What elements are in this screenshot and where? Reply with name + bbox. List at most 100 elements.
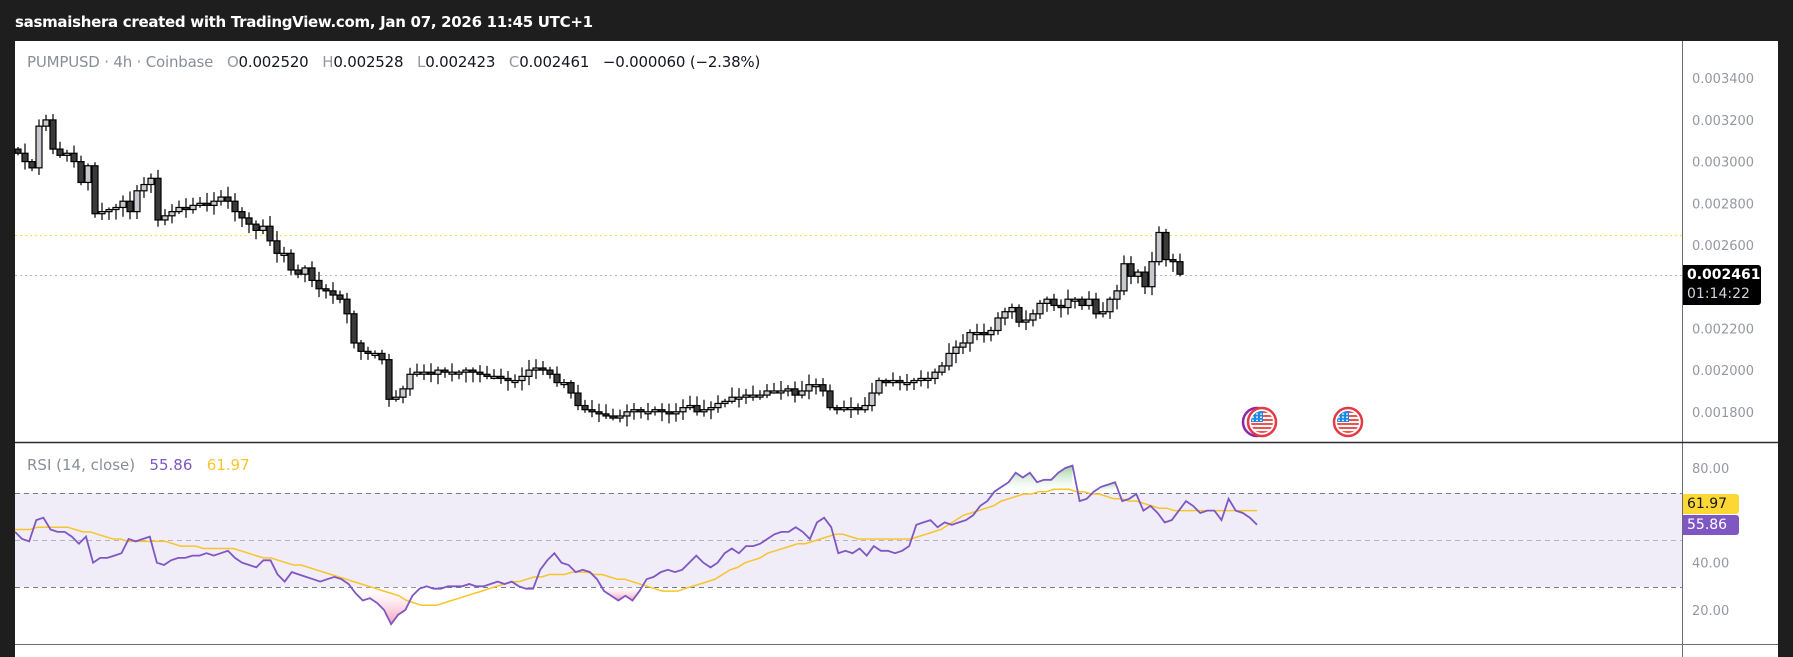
rsi-axis-label: 20.00 [1692, 604, 1729, 619]
change-value: −0.000060 (−2.38%) [602, 53, 761, 71]
rsi-ma-value: 61.97 [206, 456, 250, 474]
price-axis-label: 0.002800 [1692, 197, 1754, 212]
candle [1169, 258, 1177, 263]
candle [847, 407, 855, 411]
price-axis-label: 0.003400 [1692, 72, 1754, 87]
candle [14, 148, 22, 154]
price-axis-label: 0.003000 [1692, 156, 1754, 171]
rsi-tag-value: 55.86 [1687, 517, 1728, 533]
candle [224, 196, 232, 202]
candle [1057, 304, 1065, 309]
candle [399, 388, 407, 398]
symbol-legend[interactable]: PUMPUSD · 4h · Coinbase O0.002520 H0.002… [27, 53, 760, 71]
candle [378, 352, 386, 361]
symbol-info[interactable]: PUMPUSD · 4h · Coinbase [27, 53, 214, 71]
candle [371, 352, 379, 357]
candle [245, 217, 253, 225]
candle [693, 404, 701, 413]
rsi-title[interactable]: RSI (14, close) [27, 456, 136, 474]
candle [644, 411, 652, 415]
candle [455, 371, 463, 375]
candle [777, 390, 785, 394]
candle [196, 202, 204, 206]
candle [784, 388, 792, 392]
candle [931, 371, 939, 380]
candle [798, 390, 806, 396]
price-axis-label: 0.003200 [1692, 114, 1754, 129]
candle [189, 204, 197, 211]
candle [385, 359, 393, 400]
candle [301, 267, 309, 275]
candle [308, 267, 316, 282]
candle [728, 396, 736, 402]
candle [672, 411, 680, 415]
candle [469, 369, 477, 373]
rsi-axis[interactable]: 80.00 40.00 20.00 [1692, 462, 1729, 619]
candle [357, 342, 365, 352]
candle [1176, 261, 1184, 275]
candle [343, 298, 351, 315]
rsi-tag: 55.86 [1683, 515, 1739, 535]
candle [77, 161, 85, 184]
candle [889, 379, 897, 384]
candle [364, 350, 372, 355]
candle [175, 206, 183, 213]
candle [35, 125, 43, 169]
high-value: 0.002528 [333, 53, 404, 71]
candle [910, 379, 918, 384]
candle [70, 152, 78, 163]
candle [1113, 290, 1121, 300]
candle [119, 200, 127, 209]
candle [539, 367, 547, 371]
event-markers [1241, 406, 1364, 438]
us-flag-icon[interactable] [1241, 406, 1278, 438]
candle [476, 371, 484, 375]
rsi-ma-line [15, 488, 1257, 607]
candle [637, 409, 645, 413]
candle [1120, 263, 1128, 292]
candle [448, 371, 456, 375]
candle [966, 331, 974, 344]
candle [42, 119, 50, 127]
candle [203, 202, 211, 206]
candle [959, 342, 967, 348]
candle [140, 183, 148, 192]
candle [1050, 298, 1058, 307]
bar-countdown: 01:14:22 [1687, 286, 1750, 302]
candle [560, 382, 568, 386]
candle [868, 392, 876, 407]
candle [532, 367, 540, 371]
candle [938, 365, 946, 373]
candle [588, 409, 596, 413]
price-axis[interactable]: 0.003400 0.003200 0.003000 0.002800 0.002600… [1692, 72, 1754, 421]
candle [420, 371, 428, 375]
rsi-legend[interactable]: RSI (14, close) 55.86 61.97 [27, 456, 250, 474]
candle [210, 200, 218, 206]
candle [616, 415, 624, 419]
candle [567, 382, 575, 394]
close-value: 0.002461 [519, 53, 590, 71]
candle [812, 384, 820, 388]
candle [665, 411, 673, 415]
candle [707, 407, 715, 411]
candle [21, 152, 29, 163]
candle [735, 396, 743, 400]
candle [651, 409, 659, 413]
candle [952, 346, 960, 355]
candle [1106, 298, 1114, 313]
rsi-line [14, 464, 1258, 626]
candle [1029, 313, 1037, 321]
candle [973, 331, 981, 336]
us-flag-icon[interactable] [1332, 406, 1364, 438]
candle [91, 165, 99, 215]
rsi-ma-tag-value: 61.97 [1687, 496, 1728, 512]
candle [1141, 271, 1149, 288]
candle [231, 200, 239, 213]
candle [504, 377, 512, 382]
candle [1099, 311, 1107, 315]
candle [266, 225, 274, 242]
candle [1162, 231, 1170, 261]
candle [98, 211, 106, 215]
candle [945, 352, 953, 367]
